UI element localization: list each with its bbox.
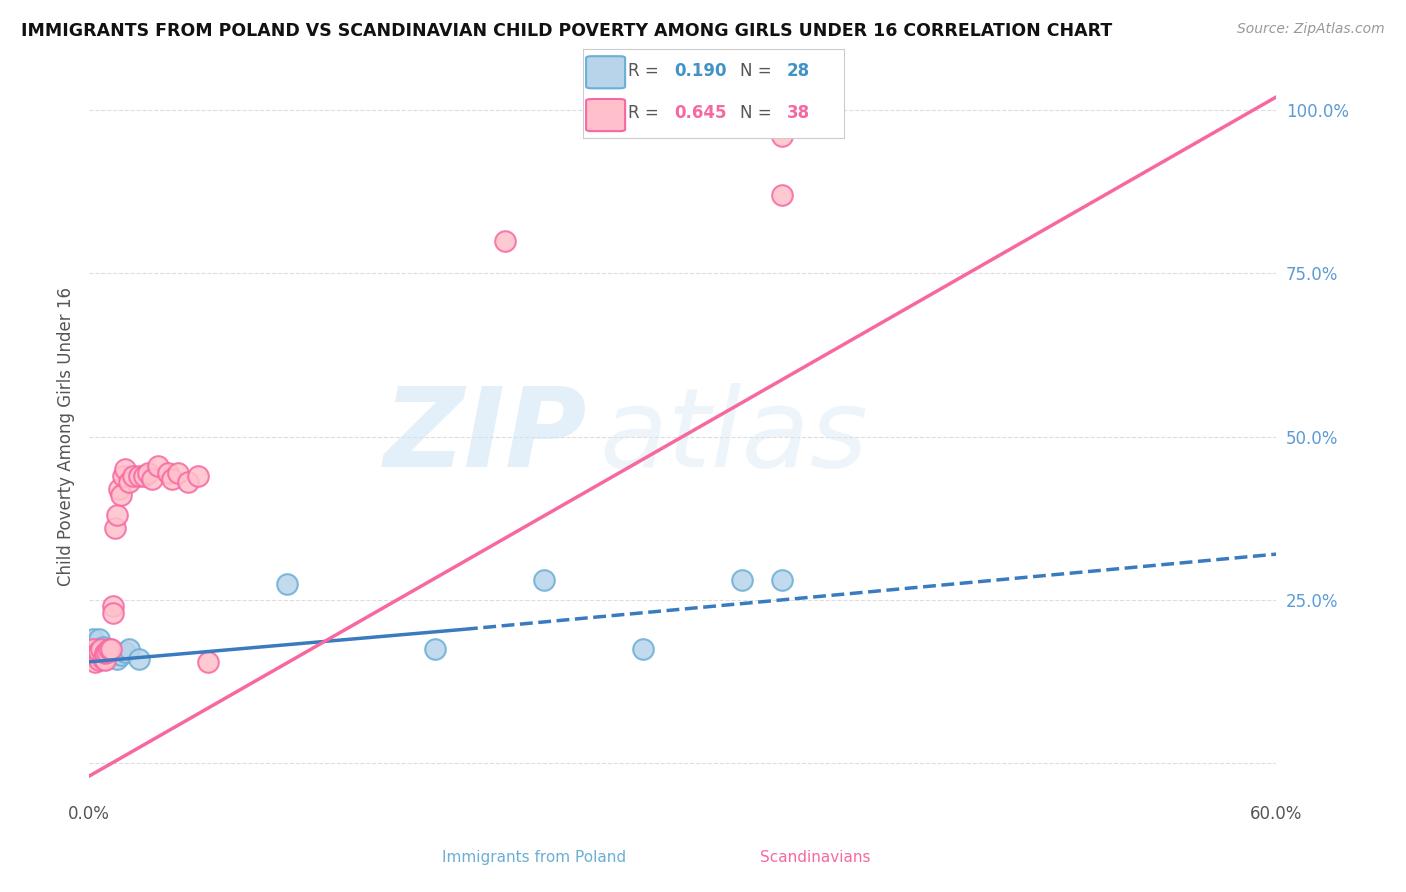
Point <box>100 644 122 658</box>
Point <box>148 458 170 473</box>
Point <box>105 508 128 522</box>
Point <box>107 482 129 496</box>
Point <box>770 188 793 202</box>
Point <box>187 468 209 483</box>
Text: ZIP: ZIP <box>384 383 588 490</box>
Point <box>141 472 163 486</box>
Point <box>86 647 108 661</box>
Point <box>117 475 139 490</box>
Point <box>157 466 180 480</box>
Point <box>94 647 117 661</box>
Text: atlas: atlas <box>599 383 868 490</box>
Point <box>84 648 107 663</box>
Point <box>94 653 117 667</box>
FancyBboxPatch shape <box>586 99 626 131</box>
Point <box>80 641 103 656</box>
Point <box>82 641 104 656</box>
Text: 28: 28 <box>786 62 810 80</box>
Point <box>96 648 118 663</box>
Point <box>100 641 122 656</box>
Text: N =: N = <box>740 62 776 80</box>
Point <box>167 466 190 480</box>
Point <box>111 468 134 483</box>
Text: R =: R = <box>627 104 664 122</box>
Point <box>110 648 132 663</box>
Point <box>134 468 156 483</box>
Point <box>110 488 132 502</box>
Point <box>94 651 117 665</box>
Point <box>87 645 110 659</box>
Text: Source: ZipAtlas.com: Source: ZipAtlas.com <box>1237 22 1385 37</box>
Point <box>97 641 120 656</box>
Point <box>91 640 114 654</box>
Point <box>82 632 104 646</box>
Point <box>90 641 112 656</box>
Point <box>91 645 114 659</box>
Point <box>97 641 120 656</box>
Point <box>90 641 112 656</box>
Point <box>104 647 127 661</box>
Point <box>91 651 114 665</box>
Point <box>160 472 183 486</box>
Text: IMMIGRANTS FROM POLAND VS SCANDINAVIAN CHILD POVERTY AMONG GIRLS UNDER 16 CORREL: IMMIGRANTS FROM POLAND VS SCANDINAVIAN C… <box>21 22 1112 40</box>
Point <box>84 655 107 669</box>
Point <box>117 641 139 656</box>
Point <box>128 468 150 483</box>
Point <box>631 641 654 656</box>
Point <box>84 648 107 663</box>
Point <box>114 462 136 476</box>
Point <box>101 648 124 663</box>
Point <box>114 645 136 659</box>
FancyBboxPatch shape <box>586 56 626 88</box>
Point <box>87 653 110 667</box>
Point <box>84 641 107 656</box>
Point <box>494 234 516 248</box>
Point <box>770 574 793 588</box>
Point <box>87 632 110 646</box>
Point <box>770 129 793 144</box>
Point <box>86 651 108 665</box>
Point <box>101 606 124 620</box>
Text: R =: R = <box>627 62 664 80</box>
Point <box>731 574 754 588</box>
Point <box>138 466 160 480</box>
Point <box>80 648 103 663</box>
Point <box>177 475 200 490</box>
Point <box>105 651 128 665</box>
Y-axis label: Child Poverty Among Girls Under 16: Child Poverty Among Girls Under 16 <box>58 287 75 586</box>
Point <box>90 647 112 661</box>
Point <box>425 641 447 656</box>
Point <box>128 651 150 665</box>
Text: Immigrants from Poland: Immigrants from Poland <box>443 850 626 864</box>
Point <box>104 521 127 535</box>
Point <box>87 641 110 656</box>
Point <box>121 468 143 483</box>
Text: 0.645: 0.645 <box>675 104 727 122</box>
Text: 0.190: 0.190 <box>675 62 727 80</box>
Text: Scandinavians: Scandinavians <box>761 850 870 864</box>
Point <box>276 576 298 591</box>
Text: 38: 38 <box>786 104 810 122</box>
Text: N =: N = <box>740 104 776 122</box>
Point <box>533 574 555 588</box>
Point <box>197 655 219 669</box>
Point <box>96 645 118 659</box>
Point <box>101 599 124 614</box>
